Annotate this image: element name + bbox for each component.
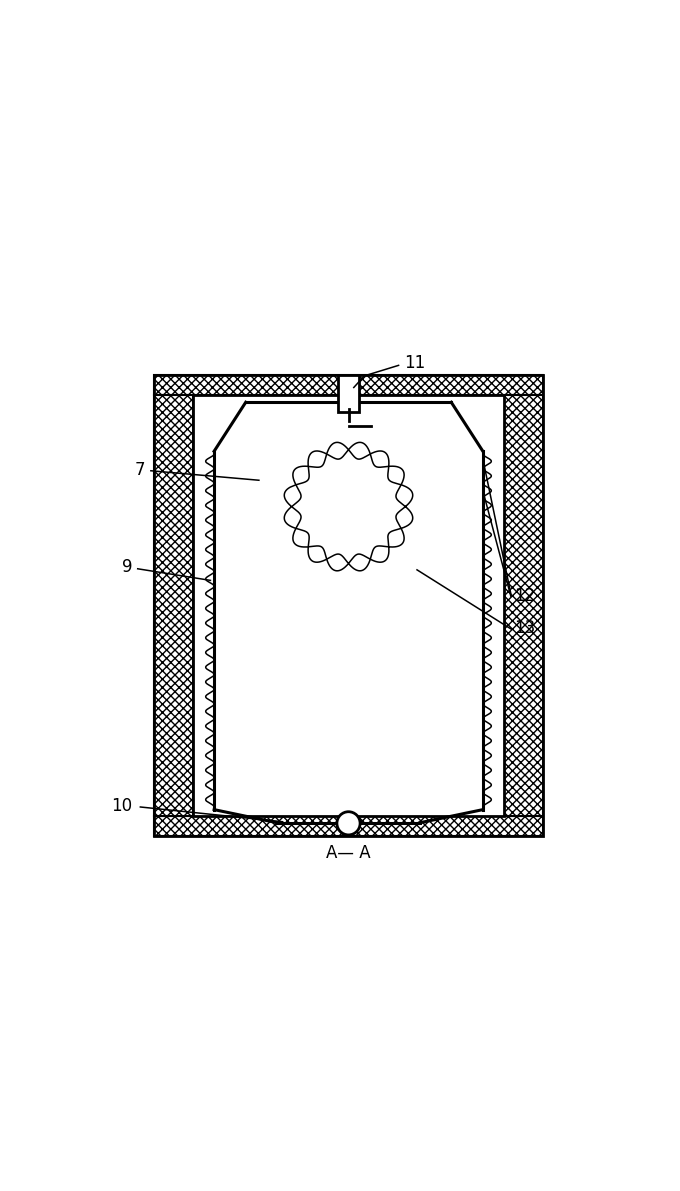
Bar (193, 395, 504, 816)
Text: 11: 11 (404, 354, 425, 373)
Bar (154, 375, 543, 395)
Bar (154, 816, 543, 836)
Text: A— A: A— A (326, 844, 371, 862)
Text: 12: 12 (515, 587, 536, 605)
Bar (339, 375, 358, 412)
Text: 9: 9 (122, 559, 133, 576)
Bar (154, 395, 193, 816)
Bar (154, 375, 543, 836)
Text: 13: 13 (515, 619, 536, 637)
Text: 7: 7 (135, 461, 146, 479)
Bar (504, 395, 543, 816)
Circle shape (337, 812, 360, 835)
Text: 10: 10 (112, 797, 133, 815)
